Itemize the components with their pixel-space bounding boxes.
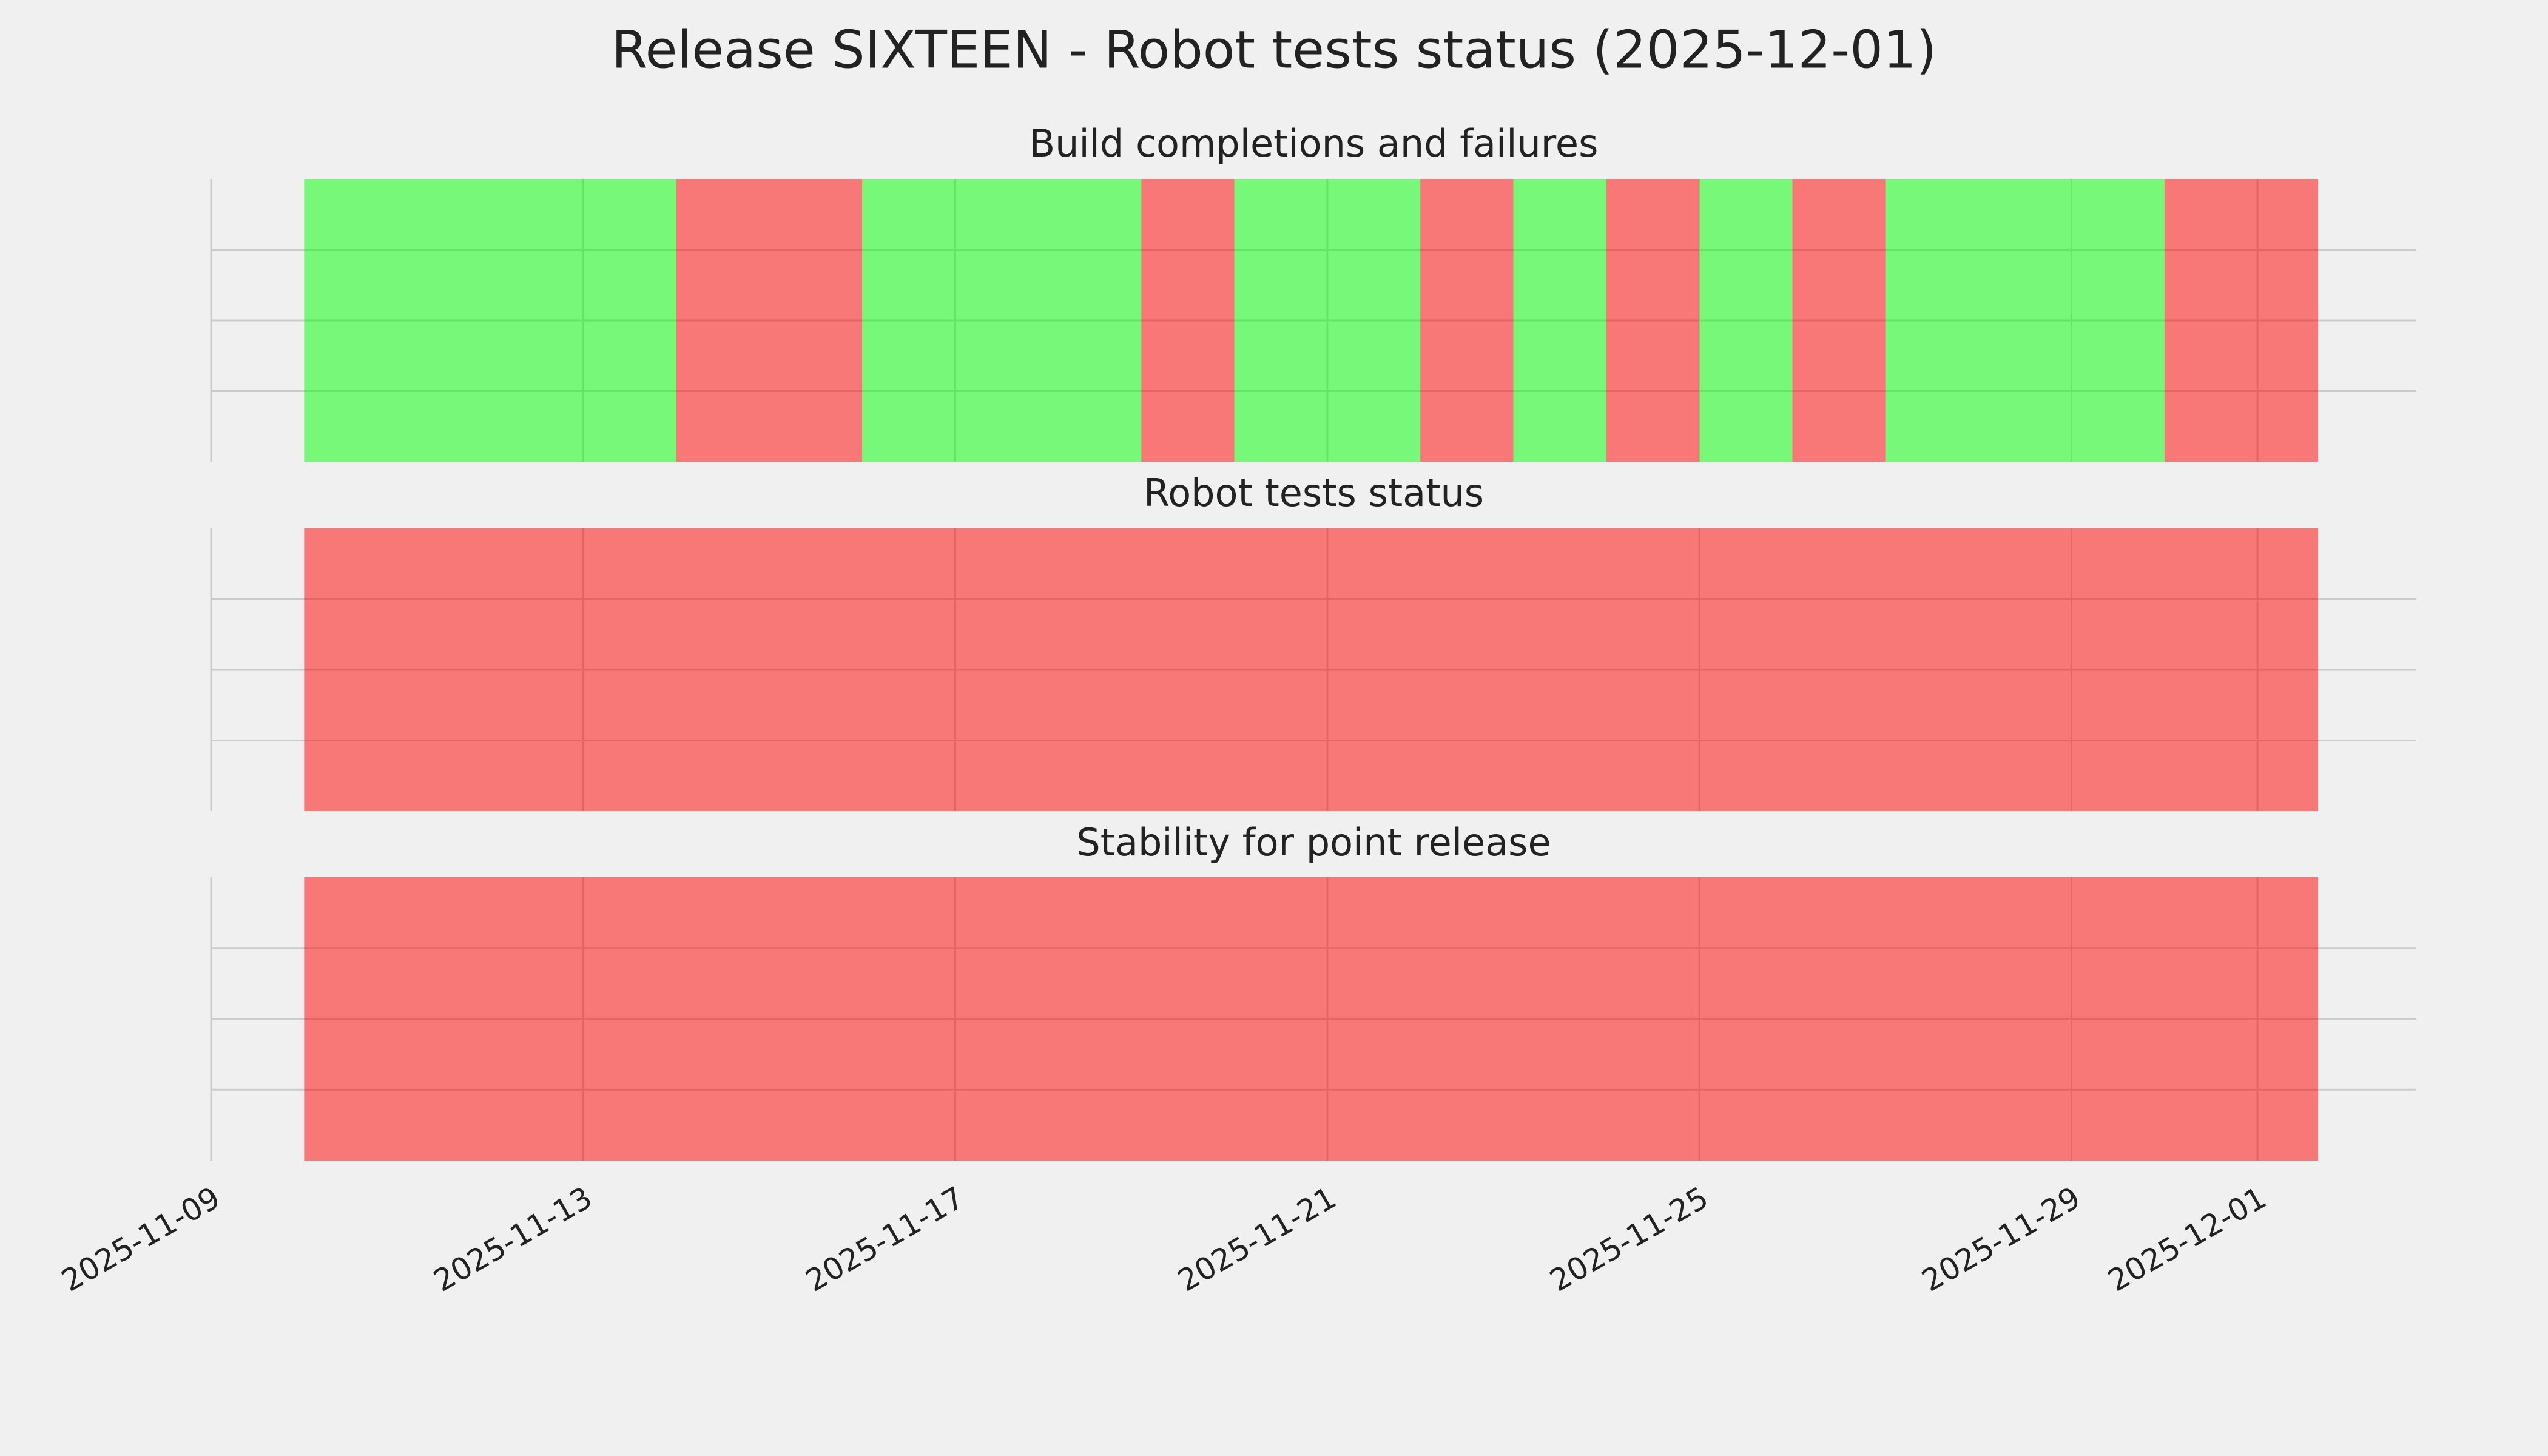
status-segment: [1885, 179, 2165, 462]
figure-title: Release SIXTEEN - Robot tests status (20…: [612, 19, 1937, 80]
status-segment: [304, 179, 676, 462]
status-segment: [1699, 179, 1793, 462]
status-segment: [1234, 179, 1421, 462]
status-segment: [1792, 179, 1886, 462]
status-segment: [1606, 179, 1700, 462]
status-segment: [304, 877, 2319, 1161]
panel-title: Robot tests status: [1144, 471, 1484, 515]
status-segment: [1141, 179, 1235, 462]
status-segment: [1420, 179, 1514, 462]
status-segment: [2164, 179, 2319, 462]
status-segment: [676, 179, 863, 462]
status-segment: [304, 528, 2319, 811]
status-segment: [862, 179, 1142, 462]
panel-title: Stability for point release: [1076, 820, 1551, 864]
panel-title: Build completions and failures: [1030, 121, 1599, 166]
status-segment: [1513, 179, 1606, 462]
